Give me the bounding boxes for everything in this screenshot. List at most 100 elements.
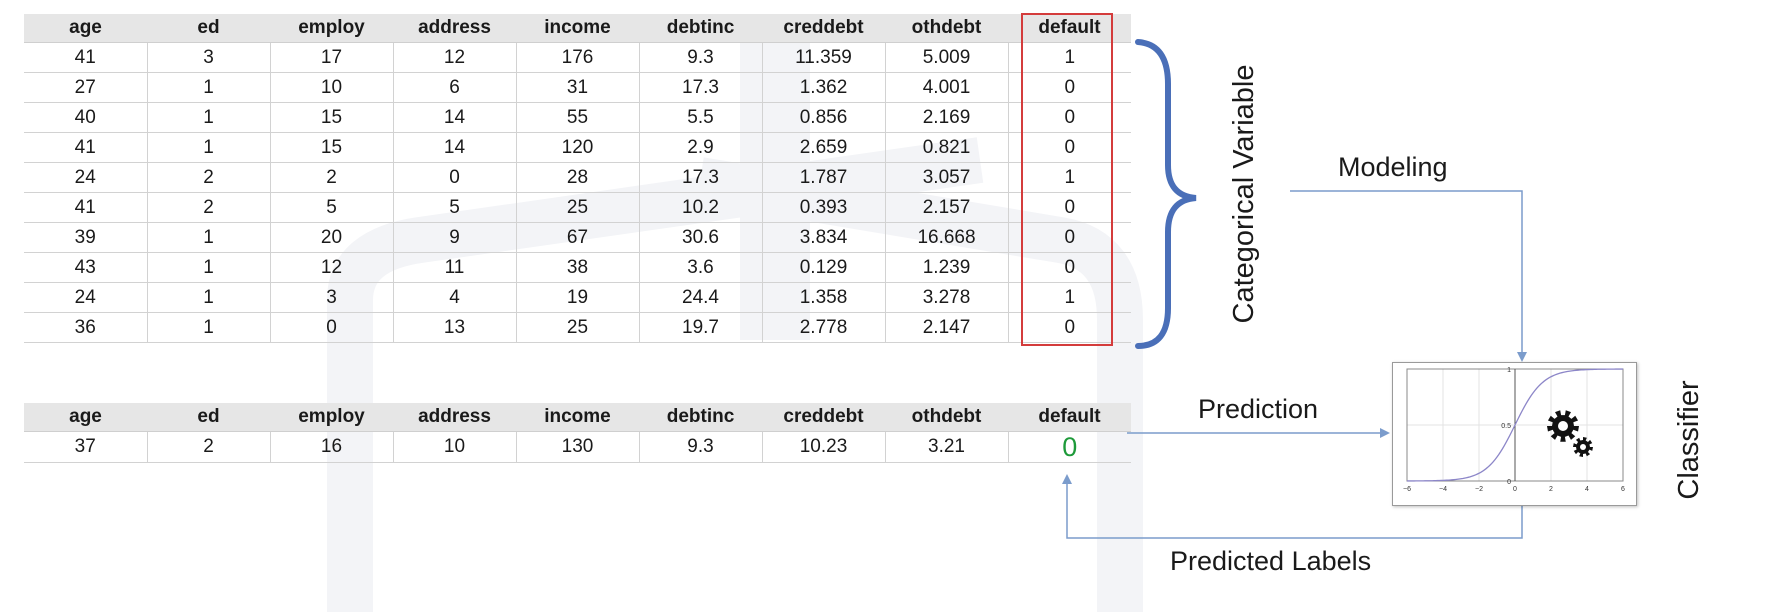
table-row: 36 1 0 13 25 19.7 2.778 2.147 0 [24,312,1131,343]
cell-income: 28 [515,162,639,193]
cell-employ: 15 [269,102,393,133]
cell-employ: 20 [269,222,393,253]
cell-income: 25 [515,192,639,223]
cell-ed: 2 [146,431,270,463]
cell-othdebt: 3.057 [884,162,1008,193]
cell-default: 0 [1007,252,1131,283]
sigmoid-plot: −6 −4 −2 0 2 4 6 0 0.5 1 [1403,367,1625,493]
x-tick-label: −6 [1403,486,1411,493]
cell-creddebt: 1.787 [761,162,885,193]
column-header-othdebt: othdebt [885,403,1008,432]
cell-default: 1 [1007,162,1131,193]
cell-default: 0 [1007,192,1131,223]
cell-age: 40 [24,102,147,133]
cell-income: 19 [515,282,639,313]
table-row: 39 1 20 9 67 30.6 3.834 16.668 0 [24,222,1131,253]
cell-age: 24 [24,162,147,193]
prediction-label: Prediction [1198,394,1319,424]
cell-ed: 2 [146,192,270,223]
x-tick-label: 0 [1513,486,1517,493]
column-header-age: age [24,14,147,43]
table-header-row: age ed employ address income debtinc creddebt o… [24,14,1131,43]
column-header-ed: ed [147,14,270,43]
cell-creddebt: 3.834 [761,222,885,253]
cell-debtinc: 30.6 [638,222,762,253]
cell-creddebt: 2.778 [761,312,885,343]
cell-default: 0 [1007,72,1131,103]
cell-address: 10 [392,431,516,463]
cell-income: 31 [515,72,639,103]
column-header-creddebt: creddebt [762,14,885,43]
column-header-income: income [516,403,639,432]
table-row: 37 2 16 10 130 9.3 10.23 3.21 0 [24,431,1131,463]
cell-age: 41 [24,132,147,163]
cell-employ: 3 [269,282,393,313]
cell-ed: 1 [146,222,270,253]
cell-creddebt: 1.362 [761,72,885,103]
column-header-debtinc: debtinc [639,403,762,432]
cell-ed: 1 [146,102,270,133]
cell-employ: 17 [269,42,393,73]
cell-debtinc: 3.6 [638,252,762,283]
table-row: 41 3 17 12 176 9.3 11.359 5.009 1 [24,42,1131,73]
cell-debtinc: 24.4 [638,282,762,313]
cell-address: 5 [392,192,516,223]
cell-income: 130 [515,431,639,463]
cell-address: 12 [392,42,516,73]
column-header-employ: employ [270,403,393,432]
cell-age: 39 [24,222,147,253]
cell-default: 0 [1007,222,1131,253]
cell-age: 43 [24,252,147,283]
cell-creddebt: 0.393 [761,192,885,223]
column-header-income: income [516,14,639,43]
cell-debtinc: 9.3 [638,42,762,73]
cell-default: 0 [1007,312,1131,343]
cell-othdebt: 2.169 [884,102,1008,133]
cell-address: 4 [392,282,516,313]
cell-address: 14 [392,102,516,133]
cell-employ: 5 [269,192,393,223]
cell-othdebt: 5.009 [884,42,1008,73]
x-tick-label: 6 [1621,486,1625,493]
column-header-ed: ed [147,403,270,432]
cell-ed: 1 [146,72,270,103]
cell-age: 36 [24,312,147,343]
cell-address: 11 [392,252,516,283]
column-header-othdebt: othdebt [885,14,1008,43]
cell-ed: 1 [146,252,270,283]
y-tick-label: 0 [1507,479,1511,486]
cell-ed: 1 [146,132,270,163]
column-header-address: address [393,14,516,43]
cell-income: 67 [515,222,639,253]
cell-income: 38 [515,252,639,283]
table-row: 27 1 10 6 31 17.3 1.362 4.001 0 [24,72,1131,103]
table-row: 41 1 15 14 120 2.9 2.659 0.821 0 [24,132,1131,163]
cell-creddebt: 10.23 [761,431,885,463]
table-row: 24 2 2 0 28 17.3 1.787 3.057 1 [24,162,1131,193]
cell-othdebt: 0.821 [884,132,1008,163]
predicted-default-value: 0 [1007,431,1131,463]
default-column-highlight [1021,13,1113,346]
cell-employ: 16 [269,431,393,463]
column-header-age: age [24,403,147,432]
cell-income: 25 [515,312,639,343]
cell-age: 41 [24,192,147,223]
training-data-table: age ed employ address income debtinc creddebt o… [24,14,1131,343]
cell-address: 0 [392,162,516,193]
x-tick-label: 4 [1585,486,1589,493]
table-row: 41 2 5 5 25 10.2 0.393 2.157 0 [24,192,1131,223]
cell-othdebt: 2.147 [884,312,1008,343]
cell-employ: 12 [269,252,393,283]
cell-othdebt: 16.668 [884,222,1008,253]
cell-debtinc: 10.2 [638,192,762,223]
modeling-label: Modeling [1338,152,1448,182]
x-tick-label: −4 [1439,486,1447,493]
y-tick-label: 1 [1507,367,1511,374]
cell-income: 120 [515,132,639,163]
cell-default: 1 [1007,282,1131,313]
cell-debtinc: 17.3 [638,162,762,193]
cell-default: 0 [1007,132,1131,163]
cell-employ: 10 [269,72,393,103]
cell-income: 55 [515,102,639,133]
cell-default: 0 [1007,102,1131,133]
